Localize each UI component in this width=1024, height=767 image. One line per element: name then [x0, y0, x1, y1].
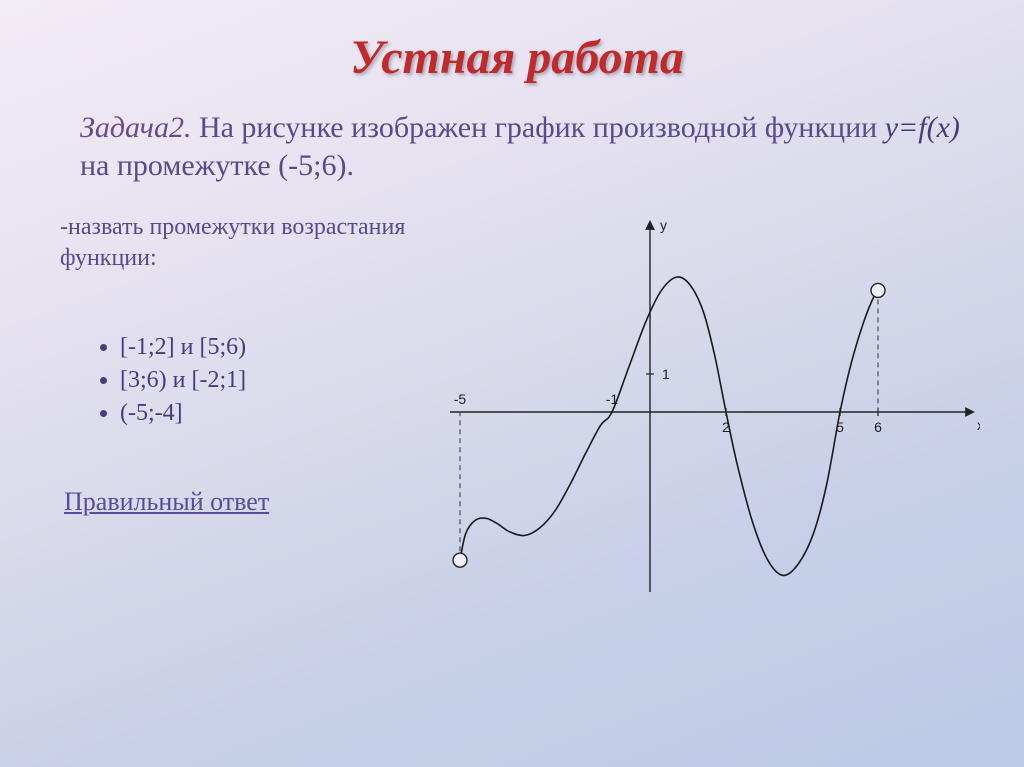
task-text-p2: на промежутке (-5;6).: [80, 149, 354, 182]
answer-option: (-5;-4]: [120, 400, 420, 427]
svg-text:1: 1: [662, 366, 670, 382]
derivative-graph: xy-5-12561: [420, 212, 980, 592]
chart-area: xy-5-12561: [420, 212, 980, 592]
answer-option: [3;6) и [-2;1]: [120, 367, 420, 394]
slide-title: Устная работа: [60, 30, 974, 85]
slide: Устная работа Задача2. На рисунке изобра…: [0, 0, 1024, 767]
task-description: Задача2. На рисунке изображен график про…: [60, 109, 974, 184]
answer-options: [-1;2] и [5;6) [3;6) и [-2;1] (-5;-4]: [60, 334, 420, 427]
task-text-p1: На рисунке изображен график производной …: [191, 111, 884, 144]
correct-answer-link[interactable]: Правильный ответ: [64, 487, 420, 517]
question-text: -назвать промежутки возрастания функции:: [60, 212, 420, 274]
svg-text:y: y: [660, 217, 667, 233]
task-function: y=f(x): [885, 111, 960, 144]
svg-text:x: x: [977, 417, 980, 433]
content-columns: -назвать промежутки возрастания функции:…: [60, 212, 974, 592]
task-label: Задача2.: [80, 111, 191, 144]
svg-text:-5: -5: [454, 391, 467, 407]
answer-option: [-1;2] и [5;6): [120, 334, 420, 361]
left-column: -назвать промежутки возрастания функции:…: [60, 212, 420, 517]
svg-text:6: 6: [874, 419, 882, 435]
